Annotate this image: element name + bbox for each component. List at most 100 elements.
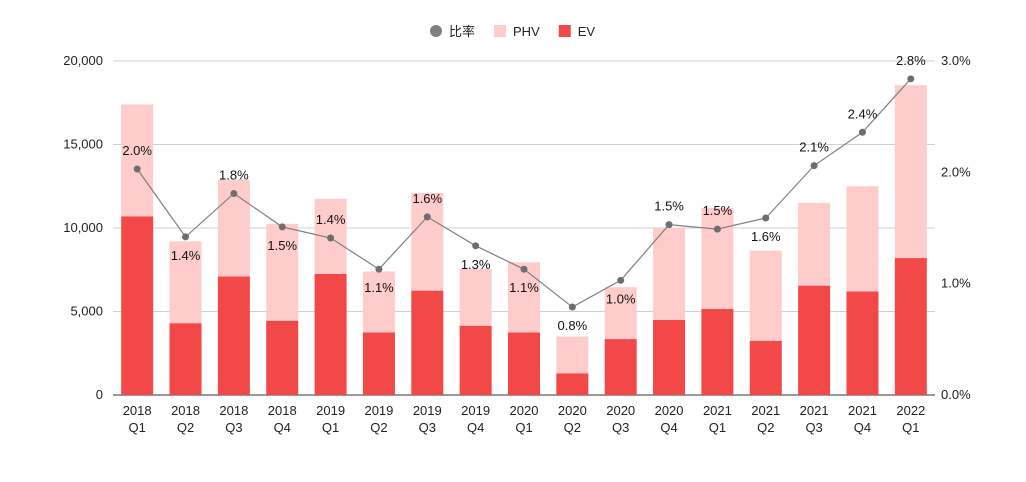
y-left-tick-label: 20,000 <box>63 53 103 68</box>
ratio-point <box>617 276 625 284</box>
y-left-tick-label: 0 <box>96 387 103 402</box>
bar-ev-2018-q1 <box>121 216 154 395</box>
ratio-point <box>665 221 673 229</box>
ratio-data-label: 1.5% <box>654 199 684 214</box>
bar-phv-2018-q2 <box>169 241 202 324</box>
ratio-point <box>278 223 286 231</box>
ratio-data-label: 1.0% <box>606 291 636 306</box>
ratio-data-label: 2.4% <box>848 106 878 121</box>
ratio-point <box>375 265 383 273</box>
bar-ev-2021-q3 <box>798 285 831 395</box>
bar-ev-2021-q4 <box>846 291 879 395</box>
ratio-line <box>133 75 915 311</box>
ratio-data-label: 1.8% <box>219 167 249 182</box>
y-axis-left: 0 5,000 10,000 15,000 20,000 <box>63 53 103 402</box>
x-tick-label-quarter: Q1 <box>902 420 919 435</box>
bar-phv-2019-q4 <box>459 268 492 326</box>
ratio-data-label: 1.6% <box>751 229 781 244</box>
x-tick-label-year: 2018 <box>123 403 152 418</box>
bar-ev-2021-q2 <box>749 340 782 395</box>
bar-phv-2021-q4 <box>846 186 879 292</box>
ratio-point <box>423 213 431 221</box>
y-right-tick-label: 0.0% <box>941 387 971 402</box>
x-tick-label-year: 2021 <box>800 403 829 418</box>
bar-phv-2019-q2 <box>362 271 395 333</box>
bar-phv-2021-q3 <box>798 202 831 286</box>
x-tick-label-quarter: Q1 <box>515 420 532 435</box>
legend: 比率 PHV EV <box>430 24 595 39</box>
ratio-labels: 2.0% 1.4% 1.8% 1.5% 1.4% 1.1% 1.6% 1.3% 1.1% 0.8%… <box>122 53 926 333</box>
ratio-data-label: 2.8% <box>896 53 926 68</box>
y-right-tick-label: 2.0% <box>941 164 971 179</box>
ratio-data-label: 1.3% <box>461 257 491 272</box>
x-tick-label-year: 2020 <box>558 403 587 418</box>
ratio-point <box>810 162 818 170</box>
x-tick-label-quarter: Q4 <box>854 420 871 435</box>
x-tick-label-year: 2018 <box>171 403 200 418</box>
ratio-point <box>762 214 770 222</box>
y-right-tick-label: 3.0% <box>941 53 971 68</box>
y-right-tick-label: 1.0% <box>941 276 971 291</box>
x-tick-label-quarter: Q4 <box>274 420 291 435</box>
x-tick-label-year: 2020 <box>606 403 635 418</box>
ratio-point <box>858 128 866 136</box>
x-tick-label-year: 2019 <box>364 403 393 418</box>
x-tick-label-quarter: Q2 <box>177 420 194 435</box>
x-tick-label-year: 2021 <box>848 403 877 418</box>
ratio-data-label: 1.1% <box>509 280 539 295</box>
y-left-tick-label: 10,000 <box>63 220 103 235</box>
x-tick-label-quarter: Q2 <box>757 420 774 435</box>
ratio-point <box>472 242 480 250</box>
bar-phv-2021-q2 <box>749 250 782 341</box>
bar-ev-2018-q2 <box>169 323 202 395</box>
bar-phv-2020-q3 <box>604 287 637 340</box>
x-tick-label-quarter: Q4 <box>660 420 677 435</box>
bar-ev-2021-q1 <box>701 308 734 395</box>
x-tick-label-quarter: Q3 <box>225 420 242 435</box>
bar-ev-2019-q3 <box>411 290 444 395</box>
ratio-data-label: 2.1% <box>799 140 829 155</box>
ratio-point <box>520 265 528 273</box>
bar-phv-2022-q1 <box>894 85 927 259</box>
x-tick-label-quarter: Q1 <box>322 420 339 435</box>
bar-phv-2019-q3 <box>411 192 444 291</box>
bar-phv-2020-q2 <box>556 336 589 374</box>
ratio-point <box>182 233 190 241</box>
x-tick-label-quarter: Q3 <box>419 420 436 435</box>
y-left-tick-label: 5,000 <box>70 304 103 319</box>
x-tick-label-quarter: Q3 <box>612 420 629 435</box>
x-tick-label-year: 2019 <box>413 403 442 418</box>
bar-ev-2022-q1 <box>894 258 927 395</box>
ratio-data-label: 1.4% <box>316 212 346 227</box>
ratio-data-label: 1.5% <box>703 203 733 218</box>
ratio-data-label: 1.6% <box>412 191 442 206</box>
bar-ev-2018-q4 <box>266 320 299 395</box>
legend-marker-square <box>494 25 507 37</box>
x-tick-label-quarter: Q4 <box>467 420 484 435</box>
x-axis: 2018 Q1 2018 Q2 2018 Q3 2018 Q4 2019 Q1 2019 Q2 2019… <box>123 403 926 435</box>
legend-label: EV <box>578 24 596 39</box>
bar-ev-2020-q2 <box>556 373 589 395</box>
bar-ev-2020-q1 <box>508 332 540 395</box>
bar-phv-2018-q1 <box>121 104 154 217</box>
bar-ev-2019-q2 <box>362 332 395 395</box>
ratio-point <box>133 165 141 173</box>
x-tick-label-quarter: Q1 <box>709 420 726 435</box>
legend-item-phv: PHV <box>494 24 540 39</box>
x-tick-label-year: 2019 <box>316 403 345 418</box>
legend-label: 比率 <box>449 24 475 39</box>
x-tick-label-quarter: Q1 <box>129 420 146 435</box>
x-tick-label-year: 2022 <box>896 403 925 418</box>
x-tick-label-quarter: Q3 <box>805 420 822 435</box>
x-tick-label-quarter: Q2 <box>370 420 387 435</box>
bar-ev-2018-q3 <box>217 276 250 395</box>
y-axis-right: 0.0% 1.0% 2.0% 3.0% <box>941 53 971 402</box>
ratio-point <box>907 75 915 83</box>
ratio-data-label: 1.5% <box>267 238 297 253</box>
legend-label: PHV <box>513 24 540 39</box>
legend-item-比率: 比率 <box>430 24 475 39</box>
bar-ev-2019-q1 <box>314 273 347 395</box>
ratio-point <box>230 189 238 197</box>
